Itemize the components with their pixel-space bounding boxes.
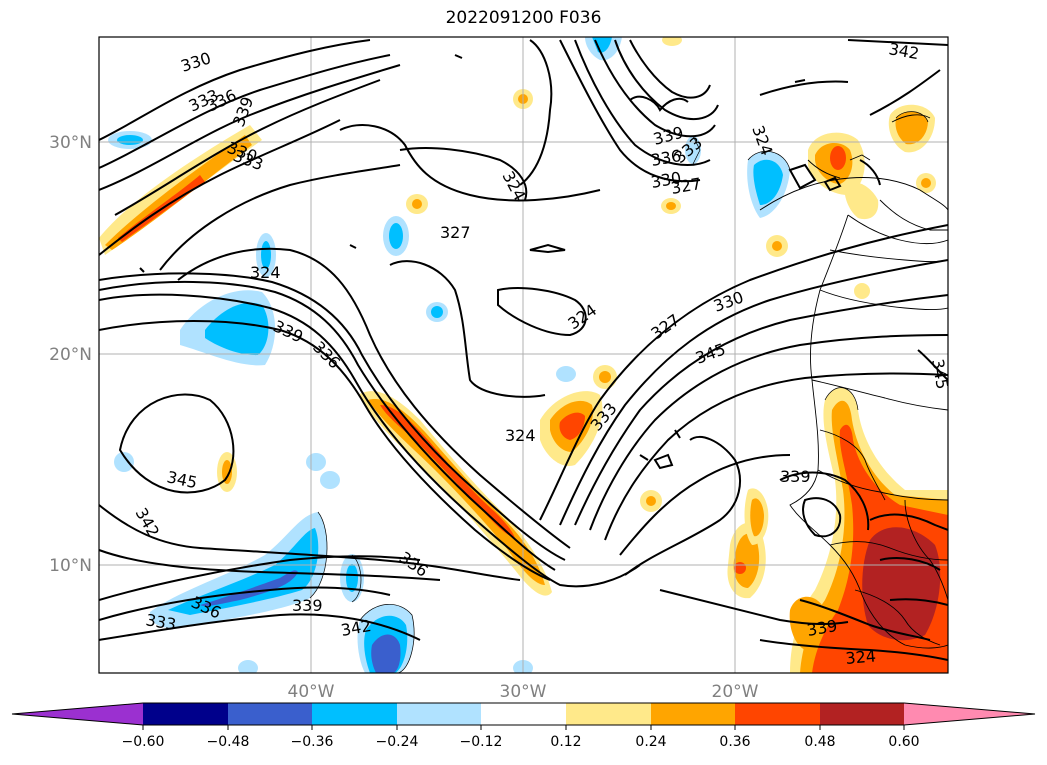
shading-edges: [309, 111, 929, 673]
lat-tick-label: 10°N: [49, 556, 92, 576]
contour-label: 324: [505, 426, 536, 445]
contour-label: 324: [250, 263, 281, 282]
colorbar-segment: [651, 703, 735, 725]
map-title: 2022091200 F036: [445, 8, 602, 28]
colorbar-segment: [228, 703, 312, 725]
contours: [99, 39, 948, 661]
colorbar-segment: [397, 703, 481, 725]
lat-tick-label: 20°N: [49, 345, 92, 365]
shaded-field: [99, 37, 948, 673]
colorbar-extend-low: [12, 703, 143, 725]
colorbar-tick-label: 0.48: [804, 734, 835, 750]
colorbar-segment: [820, 703, 904, 725]
colorbar-tick-label: 0.60: [888, 734, 919, 750]
colorbar-segment: [735, 703, 820, 725]
lon-tick-label: 40°W: [288, 682, 335, 702]
contour-label: 339: [292, 596, 323, 615]
colorbar-extend-high: [904, 703, 1035, 725]
colorbar-tick-label: −0.48: [207, 734, 250, 750]
colorbar-tick-label: −0.36: [291, 734, 334, 750]
lon-tick-label: 20°W: [712, 682, 759, 702]
map-frame: [98, 36, 949, 674]
colorbar-segment: [312, 703, 397, 725]
colorbar-tick-label: 0.24: [635, 734, 666, 750]
colorbar-tick-label: −0.60: [122, 734, 165, 750]
map-content: 330 333 336 339 330 333 324 327 339 336 …: [99, 37, 952, 673]
colorbar-tick-label: −0.12: [460, 734, 503, 750]
contour-label: 345: [928, 357, 952, 390]
colorbar-segment: [566, 703, 651, 725]
lat-tick-label: 30°N: [49, 133, 92, 153]
contour-label: 327: [440, 223, 471, 242]
colorbar-segment: [481, 703, 566, 725]
colorbar-tick-label: −0.24: [376, 734, 419, 750]
contour-label: 324: [845, 646, 877, 668]
colorbar: −0.60 −0.48 −0.36 −0.24 −0.12 0.12 0.24 …: [11, 702, 1036, 750]
lon-tick-label: 30°W: [500, 682, 547, 702]
colorbar-segment: [143, 703, 228, 725]
contour-label: 339: [780, 467, 811, 486]
colorbar-tick-label: 0.12: [550, 734, 581, 750]
colorbar-tick-label: 0.36: [719, 734, 750, 750]
